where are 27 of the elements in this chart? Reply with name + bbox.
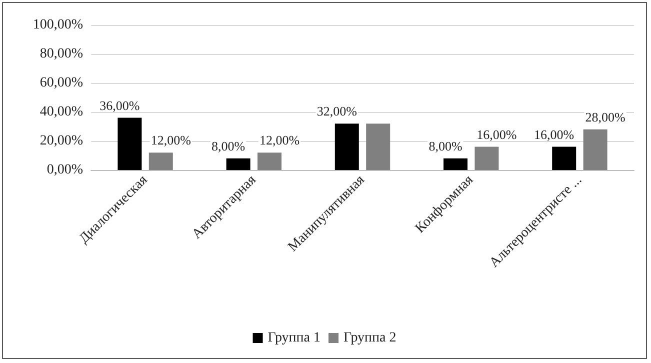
data-label: 16,00% bbox=[534, 126, 574, 142]
bar bbox=[552, 146, 576, 170]
bar bbox=[148, 152, 173, 170]
data-label: 12,00% bbox=[150, 132, 192, 148]
bar bbox=[226, 158, 250, 170]
y-tick-label: 60,00% bbox=[40, 76, 84, 90]
data-label: 36,00% bbox=[100, 98, 140, 113]
bar bbox=[474, 146, 499, 170]
data-label: 28,00% bbox=[585, 109, 626, 124]
y-tick-label: 80,00% bbox=[40, 46, 84, 62]
bar bbox=[366, 124, 390, 170]
bar bbox=[444, 158, 468, 170]
data-label: 8,00% bbox=[428, 138, 462, 154]
bar bbox=[118, 118, 142, 170]
data-label: 32,00% bbox=[316, 104, 358, 119]
y-tick-label: 40,00% bbox=[40, 104, 84, 120]
data-label: 16,00% bbox=[476, 126, 517, 142]
data-label: 8,00% bbox=[212, 138, 246, 154]
bar bbox=[334, 124, 359, 170]
y-tick-label: 100,00% bbox=[32, 18, 84, 32]
data-label: 12,00% bbox=[259, 132, 300, 148]
legend-label: Группа 2 bbox=[344, 330, 396, 346]
bar bbox=[258, 152, 282, 170]
bar bbox=[583, 129, 608, 170]
legend-label: Группа 1 bbox=[268, 330, 321, 346]
y-tick-label: 0,00% bbox=[46, 162, 84, 178]
y-tick-label: 20,00% bbox=[40, 134, 84, 148]
